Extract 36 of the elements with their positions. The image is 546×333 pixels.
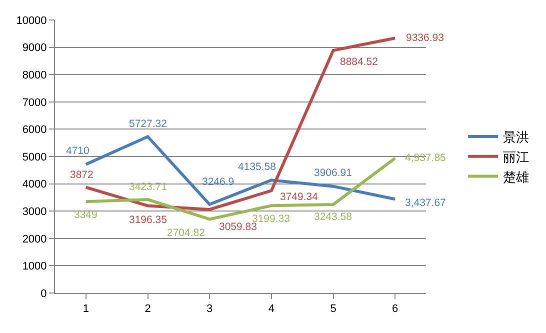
legend-label: 楚雄 xyxy=(503,169,530,184)
data-label: 4710 xyxy=(66,145,90,157)
x-tick-label: 6 xyxy=(392,303,398,316)
y-tick-label: 4000 xyxy=(22,178,47,191)
data-label: 4135.58 xyxy=(238,161,276,173)
y-tick-label: 1000 xyxy=(22,260,47,273)
data-label: 3243.58 xyxy=(314,211,352,223)
y-tick-label: 0 xyxy=(40,288,47,300)
y-tick-label: 2000 xyxy=(22,233,47,246)
x-tick-label: 5 xyxy=(330,303,336,316)
y-tick-label: 8000 xyxy=(22,69,47,82)
data-label: 5727.32 xyxy=(129,118,168,130)
data-label: 3,437.67 xyxy=(405,197,446,209)
data-label: 3196.35 xyxy=(129,214,168,226)
y-tick-label: 6000 xyxy=(22,124,47,136)
y-tick-label: 3000 xyxy=(22,206,47,218)
data-label: 3349 xyxy=(74,209,98,221)
data-label: 3872 xyxy=(70,169,94,181)
data-label: 3059.83 xyxy=(219,221,258,233)
data-label: 9336.93 xyxy=(406,32,444,44)
y-tick-label: 10000 xyxy=(16,14,47,27)
x-tick-label: 1 xyxy=(82,303,89,316)
data-label: 3906.91 xyxy=(314,167,352,179)
data-label: 3423.71 xyxy=(129,181,168,193)
data-label: 8884.52 xyxy=(340,56,378,68)
y-tick-label: 5000 xyxy=(22,151,47,164)
y-tick-label: 9000 xyxy=(22,42,47,54)
data-label: 3749.34 xyxy=(280,191,318,203)
x-tick-label: 3 xyxy=(206,303,213,316)
data-label: 2704.82 xyxy=(167,227,206,239)
x-tick-label: 2 xyxy=(144,303,151,316)
x-tick-label: 4 xyxy=(268,303,274,316)
legend-label: 丽江 xyxy=(503,149,530,164)
legend-label: 景洪 xyxy=(503,130,530,145)
data-label: 4,937.85 xyxy=(405,152,446,164)
y-tick-label: 7000 xyxy=(22,96,47,109)
